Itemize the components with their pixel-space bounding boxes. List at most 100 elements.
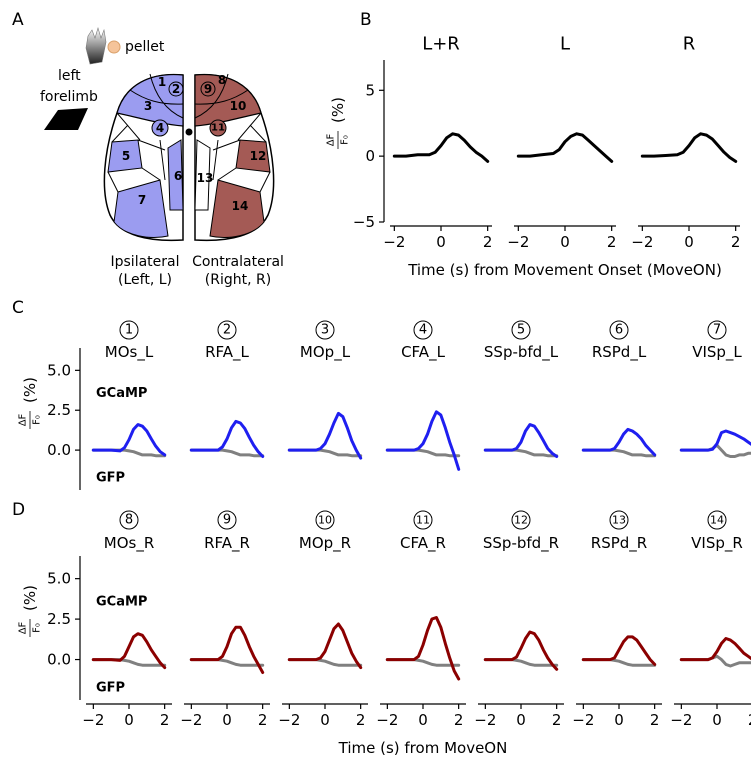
panel-number: 3 xyxy=(321,323,329,338)
x-tick-label: 0 xyxy=(712,711,722,729)
region-number: 9 xyxy=(204,82,212,96)
region-numbers: 1 2 3 4 5 6 7 8 9 10 11 12 13 14 xyxy=(122,73,267,213)
panel-number: 8 xyxy=(125,513,133,528)
x-tick-label: −2 xyxy=(278,711,300,729)
x-tick-label: −2 xyxy=(670,711,692,729)
number-circle xyxy=(119,510,139,530)
panel-title: SSp-bfd_L xyxy=(484,343,559,362)
series-line xyxy=(189,625,265,674)
panel-number: 7 xyxy=(713,323,721,338)
x-tick-label: 2 xyxy=(258,711,268,729)
x-tick-label: 2 xyxy=(748,711,751,729)
y-tick-label: 5.0 xyxy=(47,570,71,588)
series-line xyxy=(679,429,751,452)
legend-label: GFP xyxy=(96,681,125,696)
y-label-numerator: ΔF xyxy=(326,133,337,146)
panel-title: RFA_R xyxy=(204,534,250,553)
series-line xyxy=(392,132,490,163)
x-tick-label: −2 xyxy=(507,233,529,251)
series-line xyxy=(385,616,461,681)
region-number: 7 xyxy=(138,193,146,207)
x-tick-label: 0 xyxy=(320,711,330,729)
number-circle xyxy=(315,320,335,340)
panel-title: MOs_R xyxy=(104,534,155,553)
series-line xyxy=(581,427,657,457)
x-tick-label: 2 xyxy=(160,711,170,729)
panel-label: C xyxy=(12,298,24,318)
panel-title: CFA_L xyxy=(401,343,445,362)
y-axis-label: ΔF F₀ (%) xyxy=(18,585,43,637)
number-circle xyxy=(217,510,237,530)
y-axis-label: ΔF F₀ (%) xyxy=(18,377,43,429)
region-number: 4 xyxy=(156,121,164,135)
panel-title: R xyxy=(683,34,696,55)
x-tick-label: −2 xyxy=(383,233,405,251)
panel-number: 14 xyxy=(710,514,724,527)
limb-icon xyxy=(44,108,88,130)
region-number: 14 xyxy=(232,199,249,213)
x-axis-label: Time (s) from MoveON xyxy=(338,739,508,757)
y-label-unit: (%) xyxy=(21,585,39,611)
x-tick-label: 0 xyxy=(516,711,526,729)
panel-label: D xyxy=(12,500,25,520)
panel-label: B xyxy=(360,10,372,30)
series-line xyxy=(287,411,363,460)
series-line xyxy=(483,423,559,458)
panel-title: SSp-bfd_R xyxy=(483,534,559,553)
x-tick-label: −2 xyxy=(572,711,594,729)
series-line xyxy=(287,622,363,670)
x-tick-label: −2 xyxy=(631,233,653,251)
pellet-icon xyxy=(107,40,121,54)
panel-title: CFA_R xyxy=(400,534,446,553)
y-label-numerator: ΔF xyxy=(18,413,29,426)
panel-title: L xyxy=(560,34,570,55)
x-tick-label: 2 xyxy=(552,711,562,729)
y-label-denominator: F₀ xyxy=(32,623,43,633)
x-axis-label: Time (s) from Movement Onset (MoveON) xyxy=(407,261,722,279)
y-tick-label: 5 xyxy=(365,81,375,99)
series-line xyxy=(483,630,559,671)
x-tick-label: 0 xyxy=(124,711,134,729)
region-number: 3 xyxy=(144,99,152,113)
y-tick-label: 2.5 xyxy=(47,401,71,419)
panel-label: A xyxy=(12,10,24,30)
y-tick-label: 2.5 xyxy=(47,610,71,628)
number-circle xyxy=(217,320,237,340)
panel-title: L+R xyxy=(422,34,460,55)
hemisphere-label: Contralateral xyxy=(192,254,284,270)
panel-number: 1 xyxy=(125,323,133,338)
y-label-denominator: F₀ xyxy=(32,415,43,425)
pellet-label: pellet xyxy=(125,39,165,55)
x-tick-label: −2 xyxy=(82,711,104,729)
panel-number: 4 xyxy=(419,323,427,338)
panel-number: 5 xyxy=(517,323,525,338)
panel-number: 12 xyxy=(514,514,528,527)
panel-number: 9 xyxy=(223,513,231,528)
number-circle xyxy=(707,320,727,340)
legend-label: GFP xyxy=(96,471,125,486)
y-tick-label: −5 xyxy=(353,213,375,231)
x-tick-label: 2 xyxy=(356,711,366,729)
panel-title: MOp_R xyxy=(299,534,351,553)
limb-label: left xyxy=(58,68,81,84)
x-tick-label: 2 xyxy=(650,711,660,729)
y-tick-label: 0 xyxy=(365,147,375,165)
region-number: 2 xyxy=(172,82,180,96)
series-line xyxy=(189,419,265,458)
region-number: 6 xyxy=(174,169,182,183)
number-circle xyxy=(707,510,727,530)
x-tick-label: 2 xyxy=(454,711,464,729)
region-number: 10 xyxy=(230,99,247,113)
x-tick-label: 0 xyxy=(684,233,694,251)
legend-label: GCaMP xyxy=(96,386,147,401)
series-line xyxy=(91,632,167,670)
number-circle xyxy=(609,510,629,530)
region-number: 1 xyxy=(158,75,166,89)
y-tick-label: 0.0 xyxy=(47,651,71,669)
panel-number: 10 xyxy=(318,514,332,527)
panel-title: RSPd_L xyxy=(592,343,647,362)
brain-diagram: pellet left forelimb 1 2 3 xyxy=(40,26,284,288)
x-tick-label: 2 xyxy=(731,233,741,251)
y-axis-label: ΔF F₀ (%) xyxy=(326,97,351,149)
number-circle xyxy=(119,320,139,340)
